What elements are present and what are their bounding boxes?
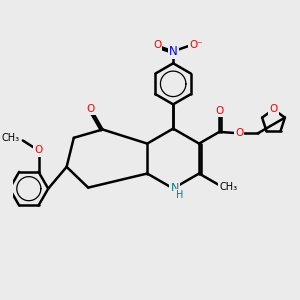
Text: H: H: [176, 190, 183, 200]
Text: N: N: [169, 45, 178, 58]
Text: CH₃: CH₃: [219, 182, 238, 192]
Text: O⁻: O⁻: [189, 40, 203, 50]
Text: O: O: [34, 146, 43, 155]
Text: O: O: [269, 104, 278, 114]
Text: CH₃: CH₃: [2, 133, 20, 143]
Text: O: O: [153, 40, 161, 50]
Text: O: O: [86, 103, 94, 113]
Text: N: N: [170, 184, 179, 194]
Text: O: O: [235, 128, 243, 138]
Text: O: O: [215, 106, 224, 116]
